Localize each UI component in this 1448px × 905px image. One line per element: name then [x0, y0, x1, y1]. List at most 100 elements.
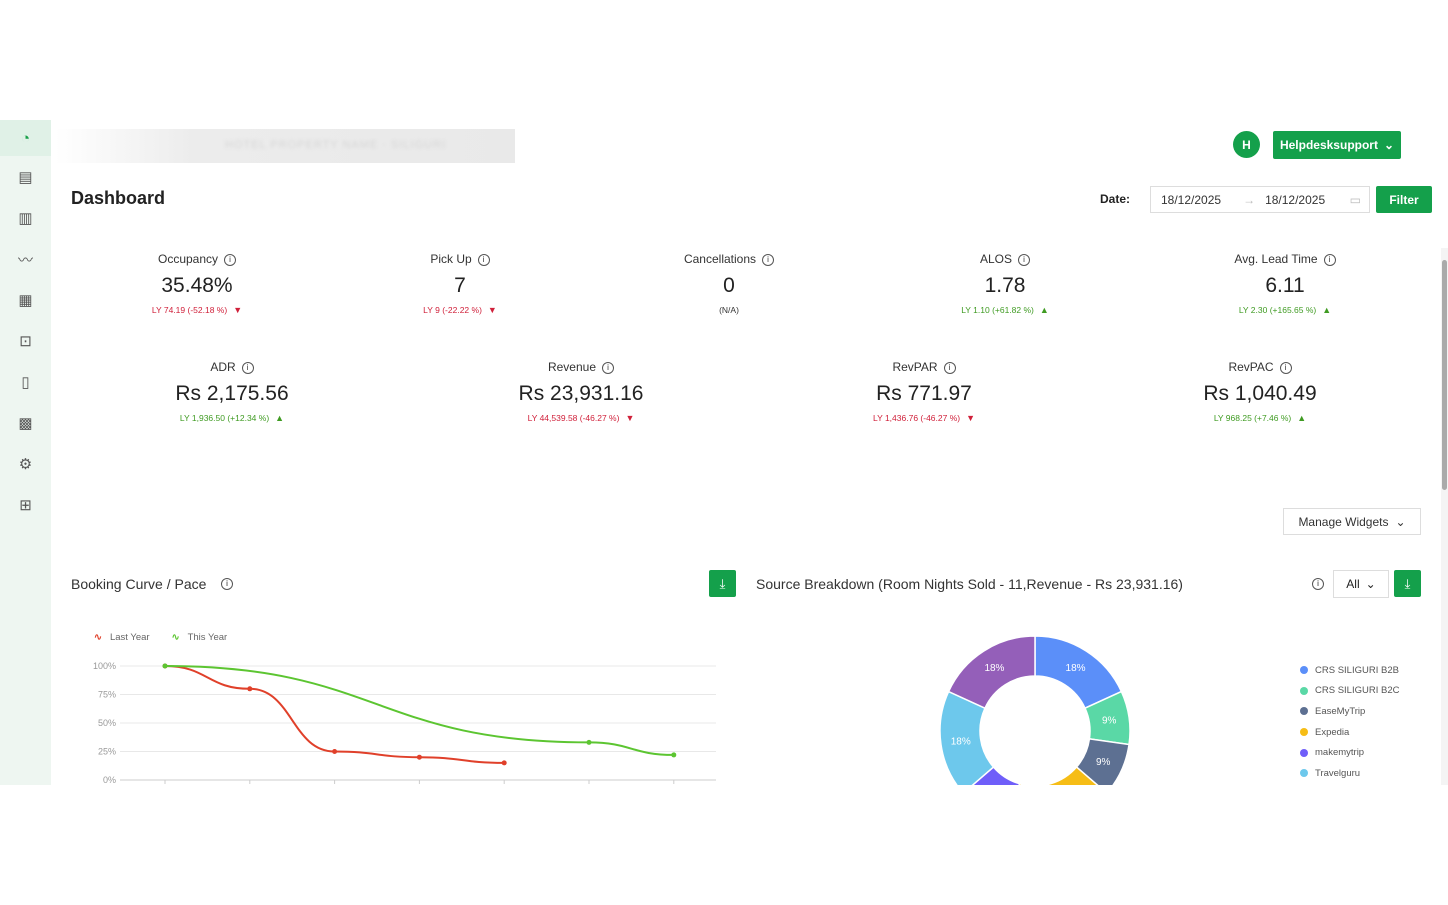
kpi-card: ALOS i 1.78 LY 1.10 (+61.82 %) ▲ [895, 252, 1115, 315]
up-arrow-icon: ▲ [275, 413, 285, 423]
date-range-input[interactable]: 18/12/2025 → 18/12/2025 ▭ [1150, 186, 1370, 213]
donut-slice[interactable] [963, 765, 1021, 785]
page-title: Dashboard [71, 188, 166, 208]
info-icon[interactable]: i [762, 253, 775, 266]
booking-curve-title: Booking Curve / Pace [71, 576, 207, 592]
manage-widgets-dropdown[interactable]: Manage Widgets ⌄ [1283, 508, 1421, 535]
info-icon[interactable]: i [1018, 253, 1030, 266]
donut-slice[interactable] [1008, 765, 1107, 785]
info-icon[interactable]: i [241, 361, 254, 374]
down-arrow-icon: ▼ [625, 413, 635, 423]
date-from[interactable]: 18/12/2025 [1161, 192, 1222, 207]
donut-slice[interactable] [1075, 737, 1130, 785]
source-filter-select[interactable]: All ⌄ [1333, 570, 1389, 598]
report-nav-icon[interactable]: ▥ [18, 210, 33, 227]
data-point[interactable] [162, 663, 168, 669]
down-arrow-icon: ▼ [487, 305, 497, 315]
slice-label: 9% [1102, 715, 1117, 726]
kpi-label: ADR [210, 360, 236, 374]
kpi-value: Rs 1,040.49 [1203, 382, 1317, 405]
info-icon[interactable]: i [477, 253, 490, 266]
date-to[interactable]: 18/12/2025 [1265, 192, 1326, 207]
donut-slice[interactable] [939, 690, 995, 785]
data-point[interactable] [671, 752, 677, 758]
kpi-card: Revenue i Rs 23,931.16 LY 44,539.58 (-46.… [471, 360, 691, 423]
scrollbar-thumb[interactable] [1442, 260, 1447, 490]
data-point[interactable] [586, 739, 592, 745]
legend-this-year[interactable]: ∿ This Year [171, 632, 228, 643]
legend-dot-icon [1300, 728, 1308, 737]
kpi-last-year: LY 1.10 (+61.82 %) [961, 305, 1034, 315]
donut-slice[interactable] [1084, 690, 1131, 746]
data-point[interactable] [416, 754, 422, 760]
manage-widgets-label: Manage Widgets [1298, 514, 1389, 529]
chevron-down-icon: ⌄ [1383, 138, 1395, 152]
kpi-label: Revenue [547, 360, 597, 374]
legend-item[interactable]: CRS SILIGURI B2B [1300, 660, 1399, 681]
kpi-value: 1.78 [984, 274, 1026, 297]
kpi-value: Rs 771.97 [876, 382, 972, 405]
kpi-last-year: LY 74.19 (-52.18 %) [151, 305, 228, 315]
download-booking-curve-button[interactable]: ⤓ [709, 570, 736, 597]
legend-item[interactable]: EaseMyTrip [1300, 701, 1399, 722]
scrollbar[interactable] [1441, 248, 1448, 785]
info-icon[interactable]: i [602, 361, 615, 374]
download-source-button[interactable]: ⤓ [1394, 570, 1421, 597]
date-label: Date: [1100, 192, 1131, 206]
filter-button[interactable]: Filter [1376, 186, 1432, 213]
kpi-card: Occupancy i 35.48% LY 74.19 (-52.18 %) ▼ [87, 252, 307, 315]
info-icon[interactable]: i [1312, 578, 1324, 590]
sliders-nav-icon[interactable]: ⊞ [19, 497, 32, 514]
y-tick-label: 0% [103, 775, 116, 785]
legend-label: CRS SILIGURI B2B [1315, 664, 1399, 676]
presentation-nav-icon[interactable]: ⊡ [19, 333, 32, 350]
info-icon[interactable]: i [1279, 361, 1292, 374]
y-tick-label: 100% [93, 661, 116, 671]
property-selector[interactable]: HOTEL PROPERTY NAME · SILIGURI [55, 129, 515, 163]
avatar[interactable]: H [1233, 131, 1260, 158]
info-icon[interactable]: i [224, 253, 237, 266]
y-tick-label: 75% [98, 690, 116, 700]
legend-item[interactable]: Expedia [1300, 722, 1399, 743]
source-filter-value: All [1346, 577, 1360, 591]
calendar-nav-icon[interactable]: ▦ [18, 292, 33, 309]
slice-label: 9% [1096, 757, 1111, 768]
data-point[interactable] [332, 749, 338, 754]
info-icon[interactable]: i [221, 578, 233, 590]
chevron-down-icon: ⌄ [1365, 577, 1376, 591]
kpi-label: ALOS [979, 252, 1012, 266]
trend-chart-nav-icon[interactable]: 〰 [17, 251, 33, 269]
user-menu-button[interactable]: Helpdesksupport ⌄ [1273, 131, 1401, 159]
legend-label: makemytrip [1315, 747, 1365, 759]
source-breakdown-title: Source Breakdown (Room Nights Sold - 11,… [756, 576, 1183, 592]
list-nav-icon[interactable]: ▤ [18, 169, 33, 186]
sidebar: ◔ ▤ ▥ 〰 ▦ ⊡ ▯ ▩ ⚙ ⊞ [0, 120, 51, 785]
legend-label: EaseMyTrip [1315, 705, 1366, 717]
document-nav-icon[interactable]: ▯ [21, 374, 30, 391]
legend-item[interactable]: Travelguru [1300, 763, 1399, 784]
settings-gear-icon[interactable]: ⚙ [18, 456, 33, 473]
kpi-label: Pick Up [430, 252, 472, 266]
donut-slice[interactable] [1034, 635, 1123, 710]
data-point[interactable] [247, 686, 253, 692]
legend-item[interactable]: CRS SILIGURI B2C [1300, 681, 1399, 702]
info-icon[interactable]: i [1323, 253, 1336, 266]
info-icon[interactable]: i [943, 361, 956, 374]
up-arrow-icon: ▲ [1322, 305, 1332, 315]
donut-slice[interactable] [947, 635, 1036, 710]
kpi-card: RevPAR i Rs 771.97 LY 1,436.76 (-46.27 %)… [814, 360, 1034, 423]
kpi-card: RevPAC i Rs 1,040.49 LY 968.25 (+7.46 %) ▲ [1150, 360, 1370, 423]
data-point[interactable] [162, 663, 168, 669]
kpi-last-year: LY 1,436.76 (-46.27 %) [872, 413, 961, 423]
data-point[interactable] [501, 760, 507, 766]
kpi-card: Cancellations i 0 (N/A) [619, 252, 839, 315]
legend-last-year[interactable]: ∿ Last Year [94, 632, 150, 643]
kpi-value: 0 [723, 274, 735, 297]
down-arrow-icon: ▼ [966, 413, 976, 423]
legend-item[interactable]: makemytrip [1300, 742, 1399, 763]
dashboard-nav-icon[interactable]: ◔ [0, 120, 51, 156]
kpi-label: Cancellations [683, 252, 757, 266]
building-nav-icon[interactable]: ▩ [18, 415, 33, 432]
slice-label: 18% [984, 663, 1004, 674]
slice-label: 18% [951, 737, 971, 748]
